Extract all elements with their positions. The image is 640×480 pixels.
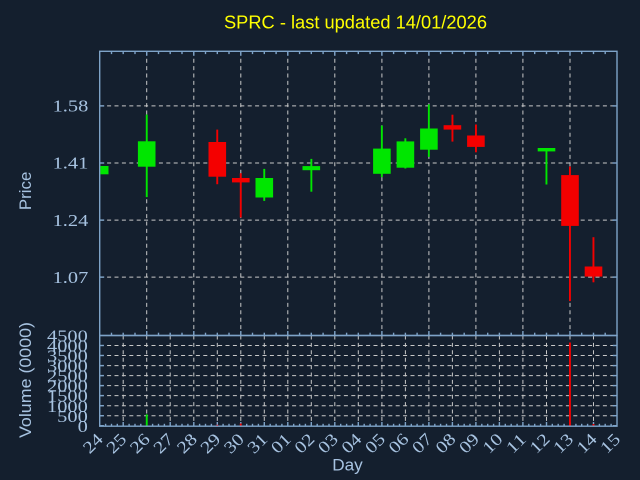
svg-text:Volume (0000): Volume (0000) xyxy=(16,322,35,438)
svg-text:1000: 1000 xyxy=(47,397,88,416)
svg-text:3500: 3500 xyxy=(47,347,88,366)
svg-text:Day: Day xyxy=(332,455,363,474)
svg-text:2500: 2500 xyxy=(47,367,88,386)
svg-text:500: 500 xyxy=(57,407,88,426)
svg-text:1.41: 1.41 xyxy=(53,154,89,173)
svg-text:1500: 1500 xyxy=(47,387,88,406)
svg-text:2000: 2000 xyxy=(47,377,88,396)
svg-text:1.24: 1.24 xyxy=(53,211,89,230)
svg-text:3000: 3000 xyxy=(47,357,88,376)
svg-text:4000: 4000 xyxy=(47,337,88,356)
svg-text:1.58: 1.58 xyxy=(53,97,89,116)
svg-text:0: 0 xyxy=(78,417,88,436)
svg-text:SPRC - last updated 14/01/2026: SPRC - last updated 14/01/2026 xyxy=(224,13,487,33)
svg-text:4500: 4500 xyxy=(47,327,88,346)
svg-text:1.07: 1.07 xyxy=(53,268,89,287)
svg-text:Price: Price xyxy=(16,172,35,211)
